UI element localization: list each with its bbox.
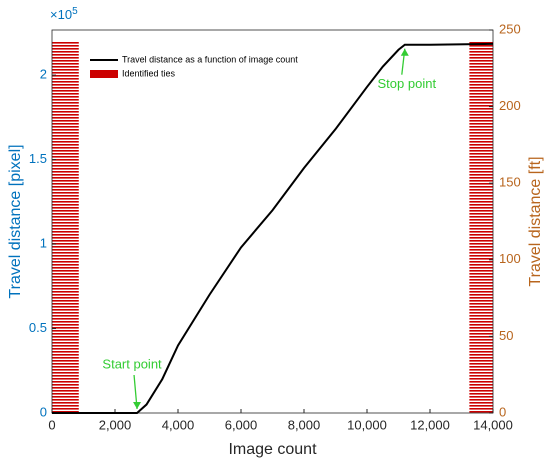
y2-tick-label: 250	[499, 21, 521, 36]
x-tick-label: 12,000	[410, 417, 450, 432]
y2-tick-label: 50	[499, 328, 513, 343]
plot-frame	[51, 29, 494, 414]
y-axis-label: Travel distance [pixel]	[7, 144, 24, 298]
line	[52, 42, 494, 414]
x-tick-label: 14,000	[473, 417, 513, 432]
y-multiplier: ×105	[50, 6, 78, 23]
y2-tick-label: 0	[499, 404, 506, 419]
annotation: Start point	[102, 356, 162, 371]
x-tick-label: 2,000	[99, 417, 132, 432]
y2-axis-label: Travel distance [ft]	[527, 156, 544, 286]
x-tick-label: 10,000	[347, 417, 387, 432]
y-tick-label: 1.5	[29, 151, 47, 166]
y-tick-label: 1	[40, 235, 47, 250]
tie-band	[469, 41, 493, 413]
y-tick-label: 0.5	[29, 320, 47, 335]
multiplier-power: 5	[72, 6, 78, 17]
y2-tick-label: 200	[499, 98, 521, 113]
legend-label: Identified ties	[122, 68, 176, 78]
x-tick-label: 6,000	[225, 417, 258, 432]
y2-tick-label: 150	[499, 175, 521, 190]
tie-band	[52, 41, 79, 413]
multiplier-base: ×10	[50, 7, 72, 22]
annotation: Stop point	[378, 76, 437, 91]
x-tick-label: 8,000	[288, 417, 321, 432]
x-tick-label: 4,000	[162, 417, 195, 432]
x-axis-label: Image count	[228, 441, 317, 458]
legend-swatch	[90, 70, 118, 78]
y2-tick-label: 100	[499, 251, 521, 266]
legend-label: Travel distance as a function of image c…	[122, 54, 298, 64]
annotation-arrowhead	[133, 402, 142, 409]
y-tick-label: 0	[40, 404, 47, 419]
x-tick-label: 0	[48, 417, 55, 432]
y-tick-label: 2	[40, 67, 47, 82]
legend-box	[86, 50, 326, 84]
annotation-arrowhead	[400, 48, 409, 56]
